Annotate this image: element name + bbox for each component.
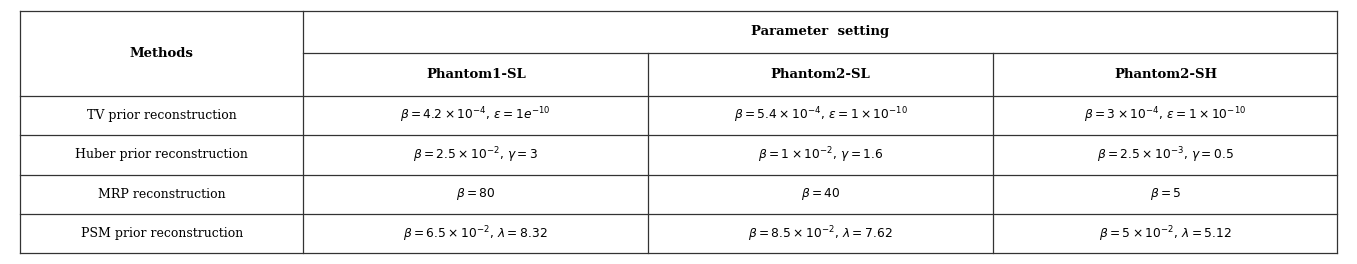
Text: $\beta = 80$: $\beta = 80$: [456, 186, 495, 202]
Text: Parameter  setting: Parameter setting: [750, 25, 889, 38]
Text: $\beta = 5.4 \times 10^{-4},\, \epsilon = 1 \times 10^{-10}$: $\beta = 5.4 \times 10^{-4},\, \epsilon …: [734, 106, 908, 125]
Text: TV prior reconstruction: TV prior reconstruction: [87, 109, 236, 122]
Text: $\beta = 5$: $\beta = 5$: [1149, 186, 1182, 202]
Text: $\beta = 1 \times 10^{-2},\, \gamma = 1.6$: $\beta = 1 \times 10^{-2},\, \gamma = 1.…: [757, 145, 883, 164]
Text: $\beta = 4.2 \times 10^{-4},\, \epsilon = 1e^{-10}$: $\beta = 4.2 \times 10^{-4},\, \epsilon …: [400, 106, 551, 125]
Text: $\beta = 40$: $\beta = 40$: [801, 186, 840, 202]
Text: $\beta = 6.5 \times 10^{-2},\, \lambda = 8.32$: $\beta = 6.5 \times 10^{-2},\, \lambda =…: [403, 224, 548, 243]
Text: Phantom2-SL: Phantom2-SL: [771, 68, 871, 81]
Text: Phantom1-SL: Phantom1-SL: [426, 68, 525, 81]
Text: PSM prior reconstruction: PSM prior reconstruction: [80, 227, 243, 240]
Text: Huber prior reconstruction: Huber prior reconstruction: [76, 148, 248, 161]
Text: $\beta = 2.5 \times 10^{-2},\, \gamma = 3$: $\beta = 2.5 \times 10^{-2},\, \gamma = …: [413, 145, 539, 164]
Text: MRP reconstruction: MRP reconstruction: [98, 188, 225, 201]
Text: $\beta = 8.5 \times 10^{-2},\, \lambda = 7.62$: $\beta = 8.5 \times 10^{-2},\, \lambda =…: [748, 224, 893, 243]
Text: $\beta = 2.5 \times 10^{-3},\, \gamma = 0.5$: $\beta = 2.5 \times 10^{-3},\, \gamma = …: [1096, 145, 1234, 164]
Text: $\beta = 3 \times 10^{-4},\, \epsilon = 1 \times 10^{-10}$: $\beta = 3 \times 10^{-4},\, \epsilon = …: [1084, 106, 1247, 125]
Text: Phantom2-SH: Phantom2-SH: [1114, 68, 1217, 81]
Text: $\beta = 5 \times 10^{-2},\, \lambda = 5.12$: $\beta = 5 \times 10^{-2},\, \lambda = 5…: [1099, 224, 1232, 243]
Text: Methods: Methods: [130, 46, 194, 60]
